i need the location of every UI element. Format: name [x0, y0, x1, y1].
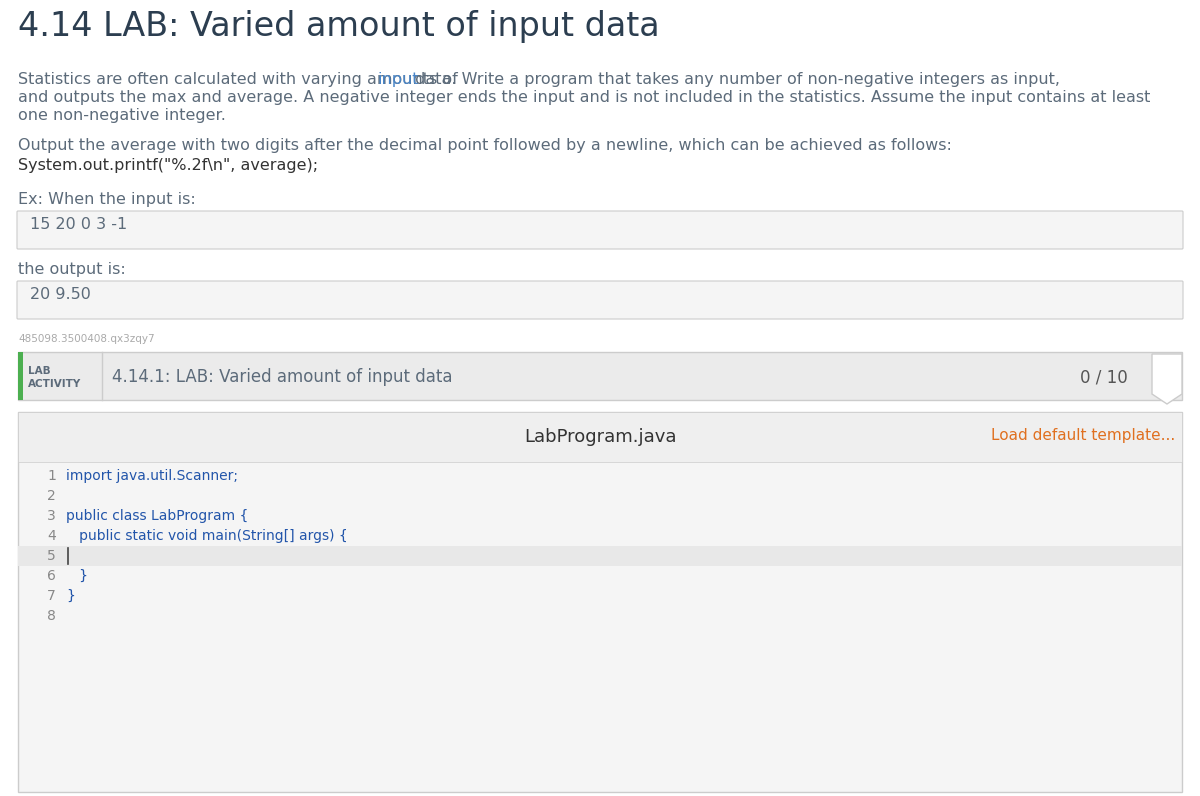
Text: }: } — [66, 589, 74, 603]
Text: import java.util.Scanner;: import java.util.Scanner; — [66, 469, 238, 483]
Text: Output the average with two digits after the decimal point followed by a newline: Output the average with two digits after… — [18, 138, 952, 153]
Text: System.out.printf("%.2f\n", average);: System.out.printf("%.2f\n", average); — [18, 158, 318, 173]
Text: }: } — [66, 569, 88, 583]
FancyBboxPatch shape — [17, 281, 1183, 319]
Text: data. Write a program that takes any number of non-negative integers as input,: data. Write a program that takes any num… — [409, 72, 1060, 87]
Bar — [18, 352, 23, 400]
Text: ACTIVITY: ACTIVITY — [28, 379, 82, 389]
FancyBboxPatch shape — [17, 211, 1183, 249]
Text: 5: 5 — [47, 549, 56, 563]
Text: Statistics are often calculated with varying amounts of: Statistics are often calculated with var… — [18, 72, 463, 87]
Text: input: input — [378, 72, 419, 87]
Text: 8: 8 — [47, 609, 56, 623]
Bar — [18, 546, 1182, 566]
Text: LabProgram.java: LabProgram.java — [523, 428, 677, 446]
Text: 7: 7 — [47, 589, 56, 603]
Text: Ex: When the input is:: Ex: When the input is: — [18, 192, 196, 207]
Text: 485098.3500408.qx3zqy7: 485098.3500408.qx3zqy7 — [18, 334, 155, 344]
Text: 0 / 10: 0 / 10 — [1080, 368, 1128, 386]
Text: one non-negative integer.: one non-negative integer. — [18, 108, 226, 123]
Bar — [18, 352, 1182, 400]
Bar — [18, 412, 1182, 792]
Text: 1: 1 — [47, 469, 56, 483]
Text: 4: 4 — [47, 529, 56, 543]
Text: and outputs the max and average. A negative integer ends the input and is not in: and outputs the max and average. A negat… — [18, 90, 1151, 105]
Bar — [18, 412, 1182, 462]
Text: public static void main(String[] args) {: public static void main(String[] args) { — [66, 529, 348, 543]
Text: 3: 3 — [47, 509, 56, 523]
Text: 15 20 0 3 -1: 15 20 0 3 -1 — [30, 217, 127, 232]
Polygon shape — [1152, 354, 1182, 404]
Text: public class LabProgram {: public class LabProgram { — [66, 509, 248, 523]
Text: LAB: LAB — [28, 366, 50, 376]
Text: 4.14.1: LAB: Varied amount of input data: 4.14.1: LAB: Varied amount of input data — [112, 368, 452, 386]
Text: Load default template...: Load default template... — [991, 428, 1175, 443]
Text: 6: 6 — [47, 569, 56, 583]
Text: 20 9.50: 20 9.50 — [30, 287, 91, 302]
Text: 2: 2 — [47, 489, 56, 503]
Text: the output is:: the output is: — [18, 262, 126, 277]
Text: 4.14 LAB: Varied amount of input data: 4.14 LAB: Varied amount of input data — [18, 10, 660, 43]
